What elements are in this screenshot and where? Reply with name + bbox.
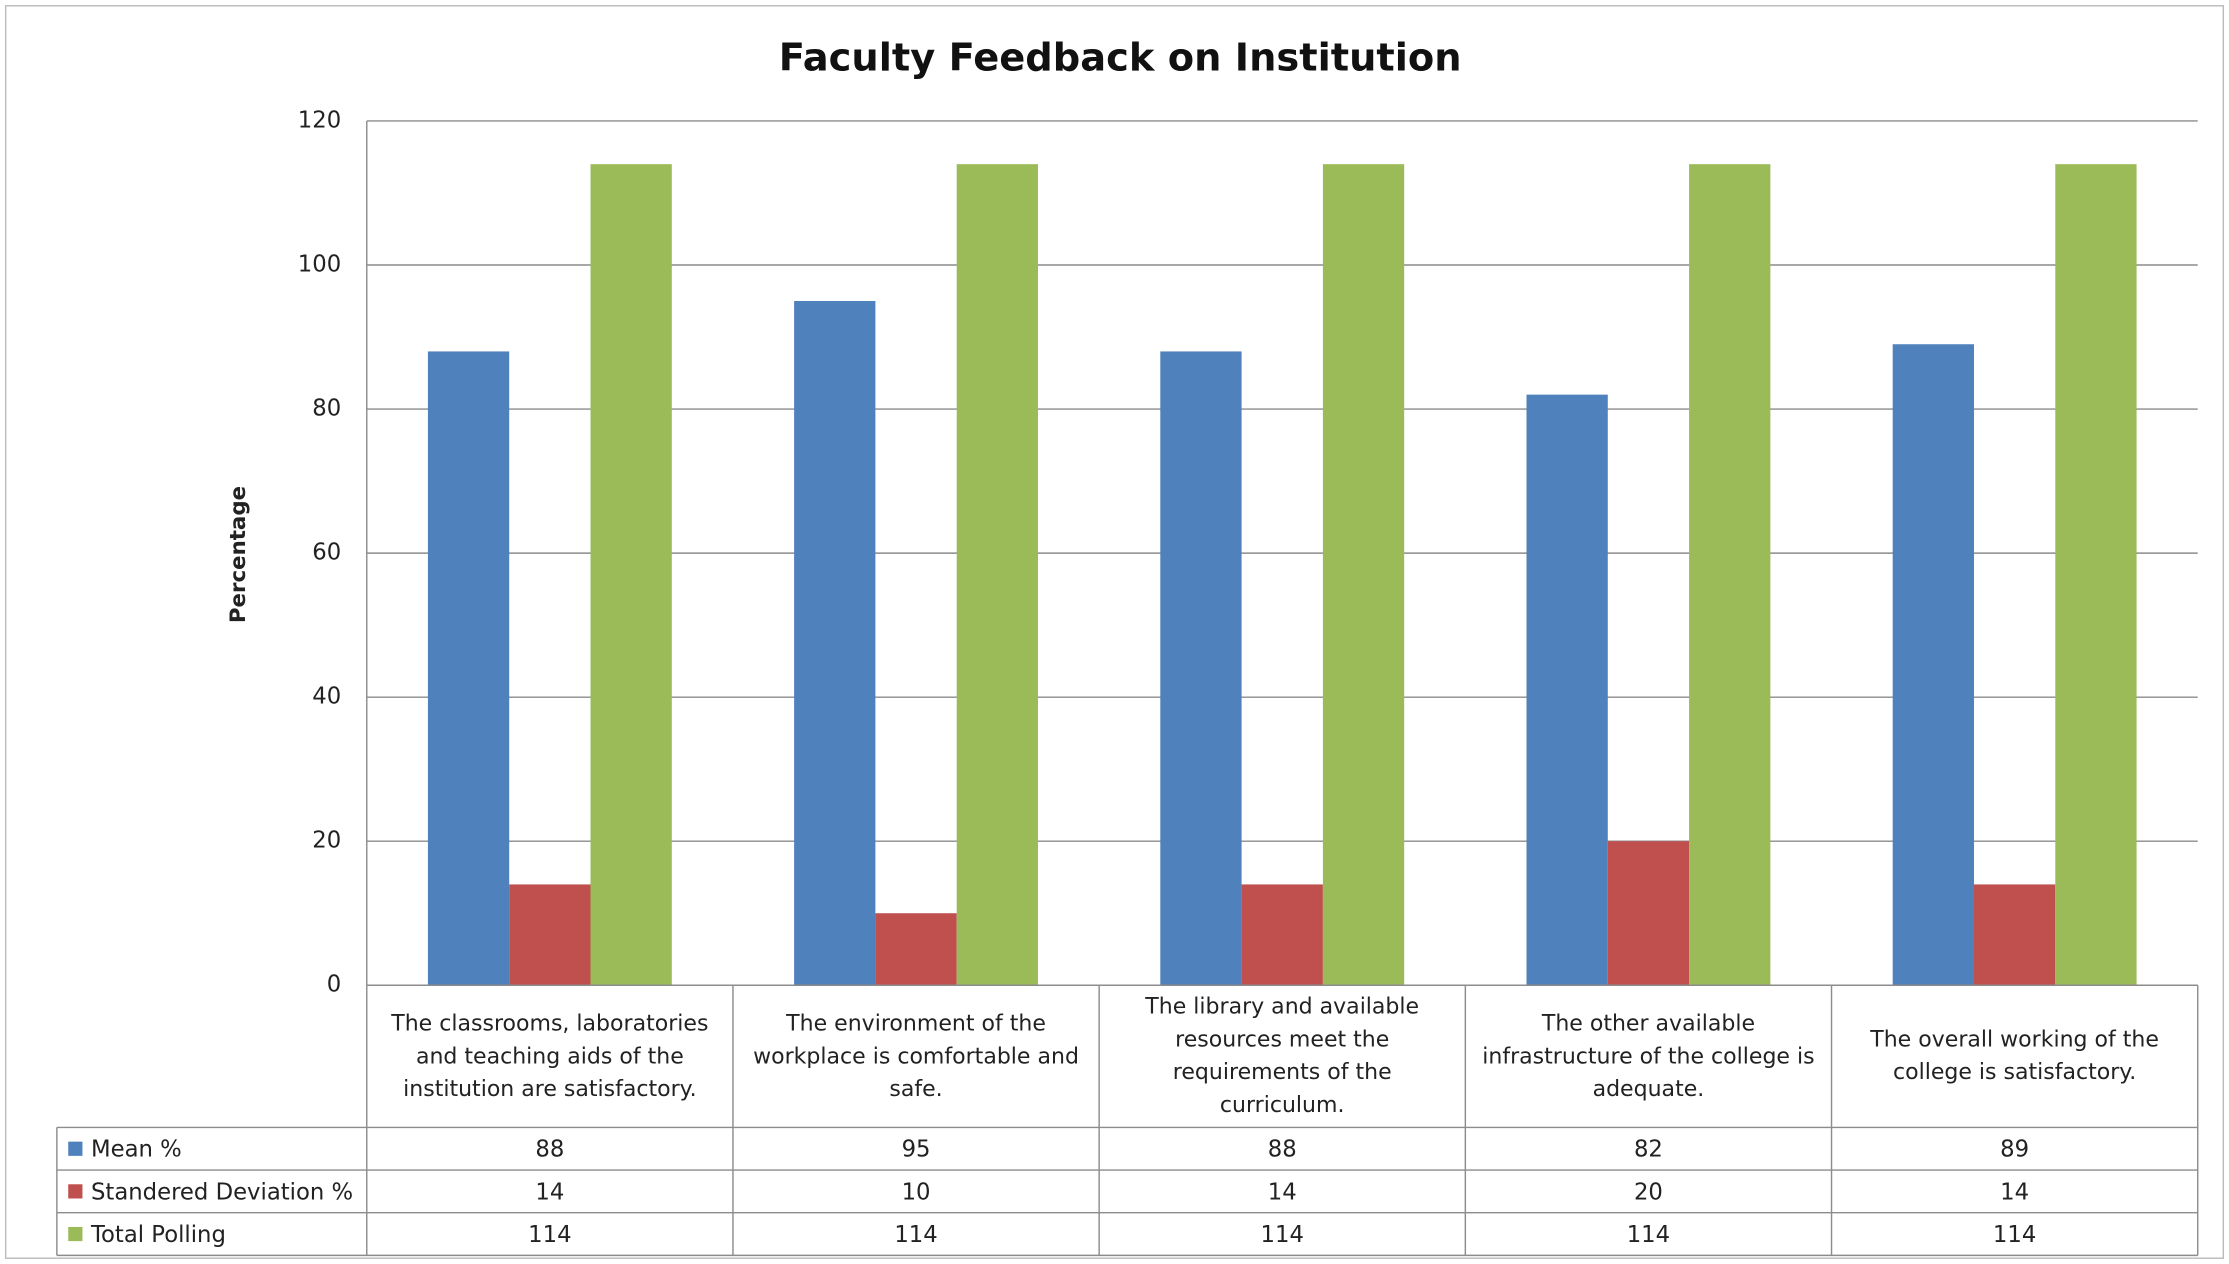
legend-label: Mean % bbox=[91, 1137, 182, 1163]
bar bbox=[427, 351, 510, 986]
table-value: 114 bbox=[894, 1222, 937, 1248]
y-tick-label: 60 bbox=[312, 540, 341, 566]
table-value: 10 bbox=[902, 1179, 931, 1205]
table-value: 82 bbox=[1634, 1137, 1663, 1163]
legend-label: Standered Deviation % bbox=[91, 1179, 353, 1205]
y-tick-label: 80 bbox=[312, 396, 341, 422]
legend-swatch bbox=[68, 1141, 83, 1156]
table-value: 89 bbox=[2000, 1137, 2029, 1163]
bar bbox=[1322, 164, 1405, 986]
bar bbox=[1526, 394, 1608, 986]
table-value: 114 bbox=[1261, 1222, 1304, 1248]
legend-swatch bbox=[68, 1226, 83, 1242]
table-value: 14 bbox=[1268, 1179, 1297, 1205]
bar bbox=[509, 884, 591, 986]
y-tick-label: 100 bbox=[298, 252, 341, 278]
y-tick-label: 120 bbox=[298, 107, 341, 133]
table-value: 14 bbox=[2000, 1179, 2029, 1205]
table-value: 95 bbox=[902, 1137, 931, 1163]
bar bbox=[1892, 344, 1974, 986]
x-tick-label: The other available infrastructure of th… bbox=[1482, 1010, 1815, 1102]
y-axis-label: Percentage bbox=[226, 486, 251, 623]
x-tick-label: The overall working of the college is sa… bbox=[1870, 1026, 2159, 1085]
table-value: 114 bbox=[528, 1222, 571, 1248]
bar bbox=[1607, 841, 1690, 986]
table-value: 20 bbox=[1634, 1179, 1663, 1205]
y-tick-label: 0 bbox=[327, 972, 341, 998]
bar bbox=[875, 913, 957, 986]
bar bbox=[1241, 884, 1323, 986]
bar bbox=[2055, 164, 2137, 986]
table-value: 88 bbox=[535, 1137, 564, 1163]
x-tick-label: The classrooms, laboratories and teachin… bbox=[391, 1010, 709, 1102]
x-tick-label: The library and available resources meet… bbox=[1145, 993, 1420, 1118]
legend-label: Total Polling bbox=[90, 1222, 226, 1248]
chart-title: Faculty Feedback on Institution bbox=[779, 35, 1462, 80]
category-cell: The library and available resources meet… bbox=[1145, 993, 1420, 1118]
y-tick-label: 40 bbox=[312, 684, 341, 710]
category-cell: The environment of the workplace is comf… bbox=[753, 1010, 1079, 1102]
bar bbox=[1689, 164, 1771, 986]
y-tick-label: 20 bbox=[312, 828, 341, 854]
bar bbox=[1973, 884, 2056, 986]
category-cell: The other available infrastructure of th… bbox=[1482, 1010, 1815, 1102]
bar bbox=[956, 164, 1038, 986]
bar bbox=[590, 164, 672, 986]
x-tick-label: The environment of the workplace is comf… bbox=[753, 1010, 1079, 1102]
legend-swatch bbox=[68, 1184, 83, 1199]
bar bbox=[1160, 351, 1242, 986]
table-value: 88 bbox=[1268, 1137, 1297, 1163]
table-value: 14 bbox=[535, 1179, 564, 1205]
table-value: 114 bbox=[1993, 1222, 2036, 1248]
category-cell: The classrooms, laboratories and teachin… bbox=[391, 1010, 709, 1102]
bar bbox=[794, 301, 876, 986]
chart-border bbox=[4, 5, 2225, 1259]
category-cell: The overall working of the college is sa… bbox=[1870, 1026, 2159, 1085]
table-value: 114 bbox=[1627, 1222, 1670, 1248]
